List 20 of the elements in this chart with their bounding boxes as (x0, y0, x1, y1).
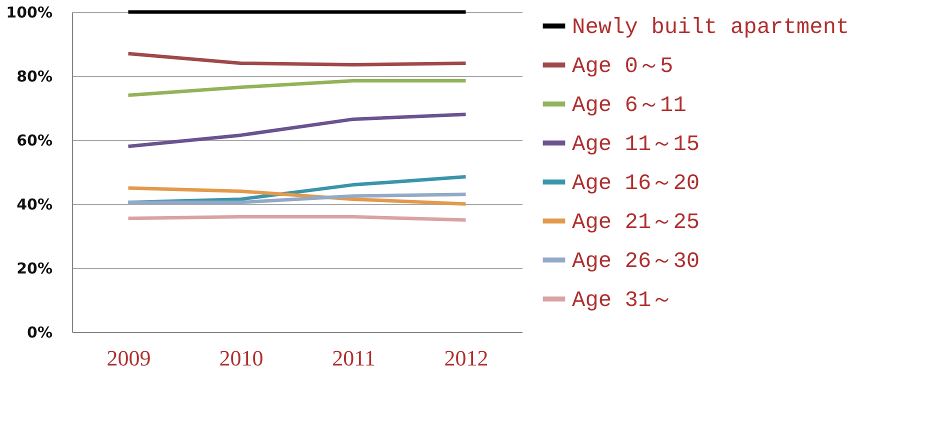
legend-label: Age 11～15 (572, 132, 700, 157)
line-series (126, 186, 468, 206)
legend-label: Age 0～5 (572, 54, 674, 79)
legend-label: Age 6～11 (572, 93, 686, 118)
x-tick-label: 2009 (106, 346, 151, 370)
y-tick-label: 60% (16, 132, 52, 150)
legend-label: Age 31～ (572, 288, 674, 313)
y-tick-label: 80% (16, 68, 52, 86)
legend-label: Age 21～25 (572, 210, 700, 235)
x-tick-label: 2010 (219, 346, 264, 370)
legend-label: Age 26～30 (572, 249, 700, 274)
legend-label: Newly built apartment (572, 15, 850, 40)
y-tick-label: 20% (16, 260, 52, 278)
legend-label: Age 16～20 (572, 171, 700, 196)
x-tick-label: 2012 (444, 346, 488, 370)
y-tick-label: 100% (6, 4, 52, 22)
x-tick-label: 2011 (332, 346, 376, 370)
y-tick-label: 40% (16, 196, 52, 214)
y-tick-label: 0% (27, 324, 52, 342)
line-series (126, 112, 468, 148)
